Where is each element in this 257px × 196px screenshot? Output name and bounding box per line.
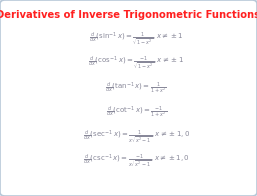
Text: $\frac{d}{dx}\left(\cot^{-1}x\right)=\frac{-1}{1+x^2}$: $\frac{d}{dx}\left(\cot^{-1}x\right)=\fr…: [106, 105, 167, 120]
Text: Derivatives of Inverse Trigonometric Functions: Derivatives of Inverse Trigonometric Fun…: [0, 10, 257, 20]
Text: $\frac{d}{dx}\left(\csc^{-1}x\right)=\frac{-1}{x\sqrt{x^2-1}},x\neq\pm1,0$: $\frac{d}{dx}\left(\csc^{-1}x\right)=\fr…: [83, 153, 190, 171]
Text: $\frac{d}{dx}\left(\cos^{-1}x\right)=\frac{-1}{\sqrt{1-x^2}},x\neq\pm1$: $\frac{d}{dx}\left(\cos^{-1}x\right)=\fr…: [88, 55, 184, 73]
Text: $\frac{d}{dx}\left(\sec^{-1}x\right)=\frac{1}{x\sqrt{x^2-1}},x\neq\pm1,0$: $\frac{d}{dx}\left(\sec^{-1}x\right)=\fr…: [82, 128, 190, 146]
Text: $\frac{d}{dx}\left(\tan^{-1}x\right)=\frac{1}{1+x^2}$: $\frac{d}{dx}\left(\tan^{-1}x\right)=\fr…: [105, 81, 167, 96]
Text: $\frac{d}{dx}\left(\sin^{-1}x\right)=\frac{1}{\sqrt{1-x^2}},x\neq\pm1$: $\frac{d}{dx}\left(\sin^{-1}x\right)=\fr…: [89, 30, 183, 48]
